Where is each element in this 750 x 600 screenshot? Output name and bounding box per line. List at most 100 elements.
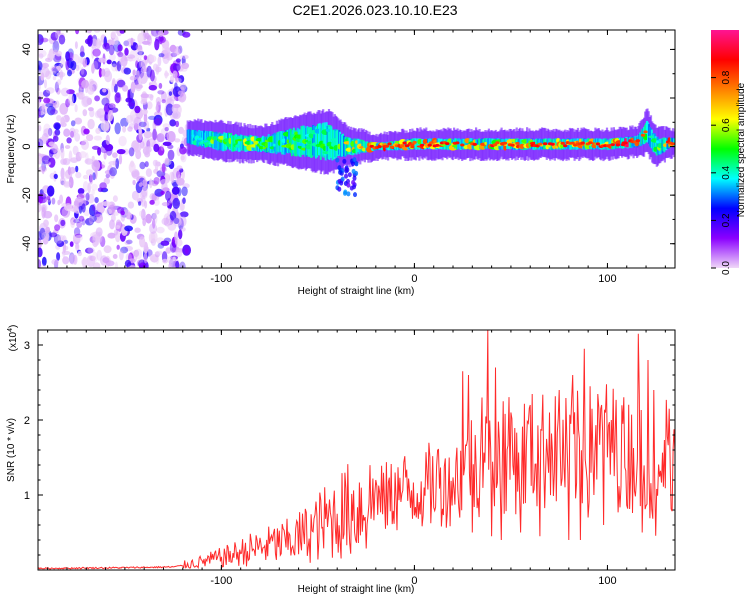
band-peak xyxy=(402,141,407,145)
noise-blob xyxy=(38,34,44,46)
noise-blob xyxy=(133,249,140,257)
noise-blob xyxy=(152,218,156,229)
noise-blob xyxy=(79,69,88,78)
noise-blob xyxy=(41,256,47,267)
noise-blob xyxy=(115,225,121,230)
noise-blob xyxy=(169,210,177,221)
noise-blob xyxy=(169,241,177,253)
noise-blob xyxy=(150,30,160,37)
x-tick-label: -100 xyxy=(210,273,232,285)
noise-blob xyxy=(154,188,164,197)
colorbar-tick-label: 0.6 xyxy=(721,118,732,132)
noise-blob xyxy=(74,104,78,113)
noise-blob xyxy=(130,81,136,94)
noise-blob xyxy=(70,219,75,229)
side-blob xyxy=(339,180,344,186)
band-peak xyxy=(542,142,548,146)
y-tick-label: -20 xyxy=(21,187,33,203)
noise-blob xyxy=(47,128,53,136)
noise-blob xyxy=(45,232,49,242)
noise-blob xyxy=(160,127,169,138)
band-hotspot xyxy=(503,144,507,151)
noise-blob xyxy=(53,130,57,140)
noise-blob xyxy=(116,149,126,155)
side-blob xyxy=(352,175,357,181)
noise-blob xyxy=(41,231,50,241)
noise-blob xyxy=(172,70,178,79)
spectrogram-y-ticks: -40 -20 0 20 40 xyxy=(21,43,675,269)
noise-blob xyxy=(91,145,100,150)
noise-blob xyxy=(62,158,71,166)
noise-blob xyxy=(52,135,59,142)
noise-blob xyxy=(175,120,180,128)
noise-blob xyxy=(111,81,115,93)
noise-blob xyxy=(94,213,103,224)
noise-blob xyxy=(160,91,167,102)
band-peak xyxy=(643,130,648,134)
noise-blob xyxy=(80,67,85,75)
noise-blob xyxy=(110,31,116,39)
colorbar: 0.0 0.2 0.4 0.6 0.8 Normalized spectral ampl… xyxy=(711,30,747,275)
noise-blob xyxy=(174,233,178,245)
noise-blob xyxy=(77,250,83,257)
noise-blob xyxy=(81,79,90,89)
noise-blob xyxy=(165,190,172,201)
side-blob xyxy=(352,184,356,190)
noise-blob xyxy=(141,109,149,115)
noise-blob xyxy=(41,104,46,110)
noise-blob xyxy=(172,197,180,209)
noise-blob xyxy=(64,145,71,149)
noise-blob xyxy=(124,245,133,252)
x-tick-label: -100 xyxy=(210,575,232,587)
noise-blob xyxy=(151,180,159,187)
noise-blob xyxy=(48,149,54,158)
colorbar-tick-label: 0.2 xyxy=(721,213,732,227)
noise-blob xyxy=(87,193,95,204)
noise-blob xyxy=(73,218,81,224)
noise-blob xyxy=(117,44,123,52)
noise-blob xyxy=(113,83,118,93)
band-peak xyxy=(404,144,410,148)
band-peak xyxy=(460,143,465,147)
noise-blob xyxy=(160,144,164,151)
side-blob xyxy=(342,158,347,164)
noise-blob xyxy=(93,135,103,141)
noise-blob xyxy=(143,120,150,131)
noise-blob xyxy=(54,123,61,131)
noise-blob xyxy=(38,53,44,59)
noise-blob xyxy=(122,84,129,92)
noise-blob xyxy=(109,167,117,177)
noise-blob xyxy=(123,40,130,47)
figure-title: C2E1.2026.023.10.10.E23 xyxy=(292,2,457,18)
noise-blob xyxy=(38,125,42,132)
band-peak xyxy=(588,141,593,145)
noise-blob xyxy=(175,249,183,258)
noise-blob xyxy=(62,247,66,258)
noise-blob xyxy=(107,109,114,122)
noise-blob xyxy=(39,136,48,142)
noise-blob xyxy=(127,201,135,209)
noise-blob xyxy=(167,222,177,231)
noise-blob xyxy=(38,60,43,72)
noise-blob xyxy=(79,51,85,58)
noise-blob xyxy=(99,236,106,248)
noise-blob xyxy=(74,117,83,125)
noise-blob xyxy=(43,210,53,219)
noise-blob xyxy=(105,134,111,146)
noise-blob xyxy=(54,214,59,223)
noise-blob xyxy=(56,115,62,121)
snr-series xyxy=(38,330,675,570)
noise-blob xyxy=(124,225,133,232)
noise-blob xyxy=(76,221,83,228)
noise-blob xyxy=(96,249,103,261)
band-hotspot xyxy=(337,143,341,150)
noise-blob xyxy=(50,32,59,41)
noise-blob xyxy=(179,211,189,218)
noise-blob xyxy=(94,197,99,204)
noise-blob xyxy=(156,133,165,143)
noise-blob xyxy=(171,110,181,120)
band-peak xyxy=(615,143,621,147)
noise-blob xyxy=(53,173,58,180)
noise-blob xyxy=(115,158,120,170)
noise-blob xyxy=(46,195,51,201)
